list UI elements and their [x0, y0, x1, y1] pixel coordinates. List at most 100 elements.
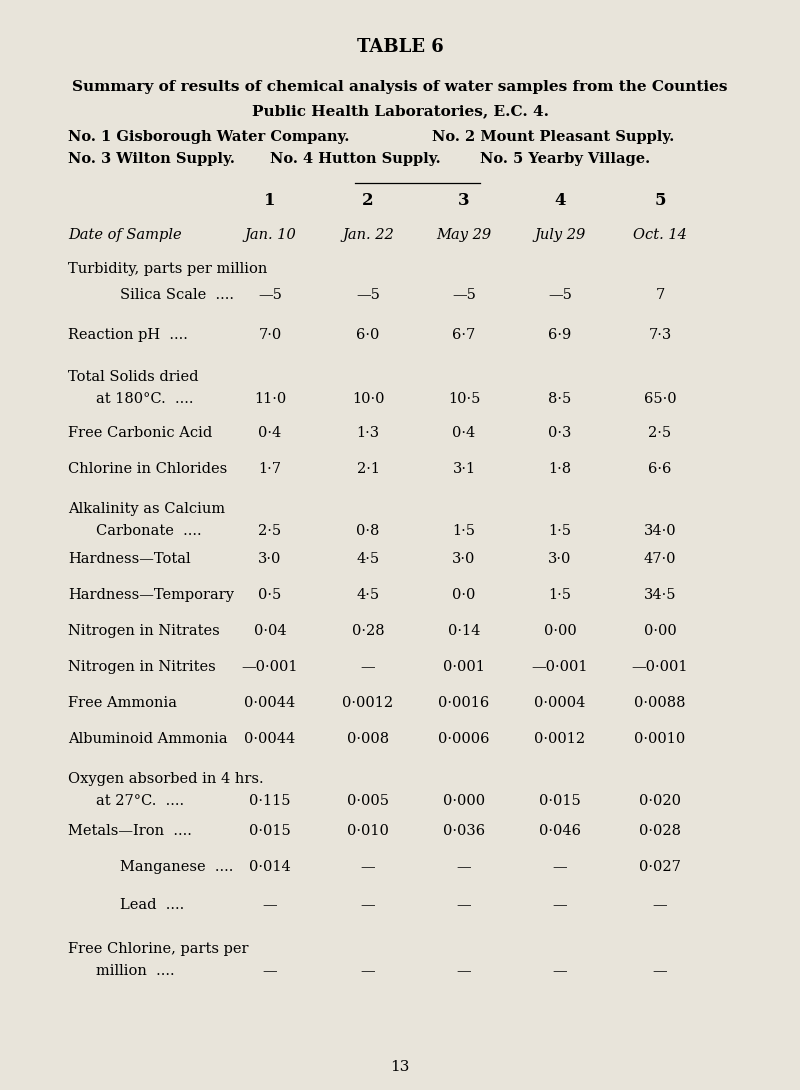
Text: million  ....: million .... [96, 964, 174, 978]
Text: 0·005: 0·005 [347, 794, 389, 808]
Text: 0·115: 0·115 [250, 794, 290, 808]
Text: 0·04: 0·04 [254, 623, 286, 638]
Text: 0·4: 0·4 [258, 426, 282, 440]
Text: 6·6: 6·6 [648, 462, 672, 476]
Text: 0·0088: 0·0088 [634, 697, 686, 710]
Text: No. 3 Wilton Supply.: No. 3 Wilton Supply. [68, 152, 235, 166]
Text: —5: —5 [452, 288, 476, 302]
Text: 5: 5 [654, 192, 666, 209]
Text: Oxygen absorbed in 4 hrs.: Oxygen absorbed in 4 hrs. [68, 772, 264, 786]
Text: 2·1: 2·1 [357, 462, 379, 476]
Text: 3·1: 3·1 [453, 462, 475, 476]
Text: 1·7: 1·7 [258, 462, 282, 476]
Text: Silica Scale  ....: Silica Scale .... [120, 288, 234, 302]
Text: 4: 4 [554, 192, 566, 209]
Text: 0·14: 0·14 [448, 623, 480, 638]
Text: Alkalinity as Calcium: Alkalinity as Calcium [68, 502, 225, 516]
Text: —: — [361, 661, 375, 674]
Text: 3·0: 3·0 [452, 552, 476, 566]
Text: 0·00: 0·00 [544, 623, 576, 638]
Text: —: — [361, 898, 375, 912]
Text: —5: —5 [258, 288, 282, 302]
Text: —: — [457, 898, 471, 912]
Text: 0·4: 0·4 [452, 426, 476, 440]
Text: Summary of results of chemical analysis of water samples from the Counties: Summary of results of chemical analysis … [72, 80, 728, 94]
Text: 0·020: 0·020 [639, 794, 681, 808]
Text: Jan. 10: Jan. 10 [244, 228, 296, 242]
Text: Lead  ....: Lead .... [120, 898, 184, 912]
Text: 0·0010: 0·0010 [634, 732, 686, 746]
Text: Total Solids dried: Total Solids dried [68, 370, 198, 384]
Text: 0·0006: 0·0006 [438, 732, 490, 746]
Text: —: — [457, 964, 471, 978]
Text: 0·0: 0·0 [452, 588, 476, 602]
Text: 3·0: 3·0 [258, 552, 282, 566]
Text: 0·00: 0·00 [644, 623, 676, 638]
Text: 2: 2 [362, 192, 374, 209]
Text: Reaction pH  ....: Reaction pH .... [68, 328, 188, 342]
Text: 0·008: 0·008 [347, 732, 389, 746]
Text: 0·3: 0·3 [548, 426, 572, 440]
Text: Oct. 14: Oct. 14 [633, 228, 687, 242]
Text: 2·5: 2·5 [649, 426, 671, 440]
Text: 0·015: 0·015 [249, 824, 291, 838]
Text: 0·010: 0·010 [347, 824, 389, 838]
Text: —: — [262, 898, 278, 912]
Text: 6·7: 6·7 [452, 328, 476, 342]
Text: 0·0012: 0·0012 [342, 697, 394, 710]
Text: 0·0012: 0·0012 [534, 732, 586, 746]
Text: No. 4 Hutton Supply.: No. 4 Hutton Supply. [270, 152, 441, 166]
Text: Date of Sample: Date of Sample [68, 228, 182, 242]
Text: —0·001: —0·001 [242, 661, 298, 674]
Text: at 180°C.  ....: at 180°C. .... [96, 392, 194, 405]
Text: Jan. 22: Jan. 22 [342, 228, 394, 242]
Text: No. 1 Gisborough Water Company.: No. 1 Gisborough Water Company. [68, 130, 350, 144]
Text: Nitrogen in Nitrites: Nitrogen in Nitrites [68, 661, 216, 674]
Text: —: — [262, 964, 278, 978]
Text: No. 5 Yearby Village.: No. 5 Yearby Village. [480, 152, 650, 166]
Text: 0·028: 0·028 [639, 824, 681, 838]
Text: 1·8: 1·8 [549, 462, 571, 476]
Text: 1·5: 1·5 [453, 524, 475, 538]
Text: —: — [457, 860, 471, 874]
Text: Carbonate  ....: Carbonate .... [96, 524, 202, 538]
Text: —0·001: —0·001 [632, 661, 688, 674]
Text: 7·3: 7·3 [648, 328, 672, 342]
Text: 10·5: 10·5 [448, 392, 480, 405]
Text: 0·000: 0·000 [443, 794, 485, 808]
Text: 0·28: 0·28 [352, 623, 384, 638]
Text: 1·5: 1·5 [549, 524, 571, 538]
Text: 10·0: 10·0 [352, 392, 384, 405]
Text: 3·0: 3·0 [548, 552, 572, 566]
Text: —: — [553, 898, 567, 912]
Text: 1: 1 [264, 192, 276, 209]
Text: 34·5: 34·5 [644, 588, 676, 602]
Text: Chlorine in Chlorides: Chlorine in Chlorides [68, 462, 227, 476]
Text: Free Carbonic Acid: Free Carbonic Acid [68, 426, 212, 440]
Text: 0·036: 0·036 [443, 824, 485, 838]
Text: 0·015: 0·015 [539, 794, 581, 808]
Text: 0·0044: 0·0044 [244, 732, 296, 746]
Text: 1·5: 1·5 [549, 588, 571, 602]
Text: 47·0: 47·0 [644, 552, 676, 566]
Text: 8·5: 8·5 [548, 392, 572, 405]
Text: Turbidity, parts per million: Turbidity, parts per million [68, 262, 267, 276]
Text: Albuminoid Ammonia: Albuminoid Ammonia [68, 732, 228, 746]
Text: 7·0: 7·0 [258, 328, 282, 342]
Text: May 29: May 29 [437, 228, 491, 242]
Text: Nitrogen in Nitrates: Nitrogen in Nitrates [68, 623, 220, 638]
Text: 0·001: 0·001 [443, 661, 485, 674]
Text: 4·5: 4·5 [357, 588, 379, 602]
Text: 2·5: 2·5 [258, 524, 282, 538]
Text: Hardness—Total: Hardness—Total [68, 552, 190, 566]
Text: 0·027: 0·027 [639, 860, 681, 874]
Text: 65·0: 65·0 [644, 392, 676, 405]
Text: 13: 13 [390, 1059, 410, 1074]
Text: Free Chlorine, parts per: Free Chlorine, parts per [68, 942, 249, 956]
Text: —: — [361, 860, 375, 874]
Text: 0·014: 0·014 [249, 860, 291, 874]
Text: 0·8: 0·8 [356, 524, 380, 538]
Text: Hardness—Temporary: Hardness—Temporary [68, 588, 234, 602]
Text: TABLE 6: TABLE 6 [357, 38, 443, 56]
Text: 0·0004: 0·0004 [534, 697, 586, 710]
